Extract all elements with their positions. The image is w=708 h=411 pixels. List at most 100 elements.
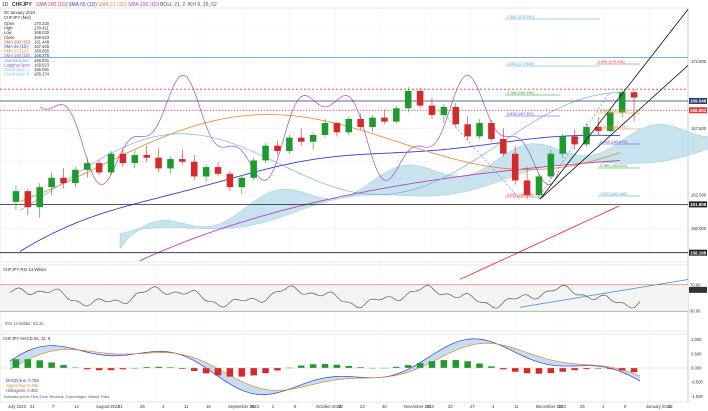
info-date: 08 January 2024 (4, 10, 36, 15)
candle-body[interactable] (190, 161, 198, 177)
indicator-legend-item[interactable]: SMA 100 (1D) (128, 2, 160, 8)
candle-body[interactable] (476, 122, 483, 137)
macd-histogram-bar (583, 368, 590, 370)
candle-body[interactable] (523, 180, 531, 196)
candle-body[interactable] (333, 122, 341, 133)
macd-histogram-bar (321, 364, 329, 368)
info-row-value: 169.823 (34, 35, 50, 40)
info-row-value: 166.275 (34, 53, 50, 58)
indicator-legend-item[interactable]: SMA 55 (1D) (68, 2, 97, 8)
candle-body[interactable] (571, 136, 578, 145)
candle-body[interactable] (607, 112, 614, 131)
indicator-legend-item[interactable]: BOLL 21, 2 (160, 2, 185, 8)
candle-body[interactable] (357, 118, 364, 127)
date-axis-label: 2 (272, 404, 275, 409)
macd-histogram-bar (416, 363, 424, 368)
candle-body[interactable] (119, 153, 127, 164)
candle-body[interactable] (72, 169, 79, 184)
candle-body[interactable] (143, 155, 150, 158)
candle-body[interactable] (155, 157, 162, 169)
candle-body[interactable] (262, 145, 269, 161)
candle-body[interactable] (48, 177, 55, 188)
candle-body[interactable] (286, 137, 293, 152)
candle-body[interactable] (179, 159, 186, 162)
macd-histogram-bar (72, 367, 79, 368)
candle-body[interactable] (83, 163, 91, 170)
candle-body[interactable] (369, 117, 376, 127)
candle-body[interactable] (547, 153, 555, 177)
candle-body[interactable] (452, 106, 460, 125)
macd-legend-signal: Signal line: 0.296 (6, 383, 39, 388)
indicator-legend-item[interactable]: SMA 200 (1D) (36, 2, 68, 8)
candle-body[interactable] (297, 137, 305, 142)
candle-body[interactable] (274, 145, 281, 152)
date-axis-label: 13 (426, 404, 431, 409)
candle-body[interactable] (238, 177, 246, 188)
candle-body[interactable] (309, 135, 317, 142)
candle-body[interactable] (393, 108, 400, 122)
candle-body[interactable] (226, 173, 234, 188)
fib-level-label: 0.618 (165.879) (600, 140, 628, 144)
macd-histogram-bar (214, 368, 222, 376)
candle-body[interactable] (131, 155, 139, 164)
candle-body[interactable] (440, 106, 448, 115)
main-price-panel[interactable] (0, 7, 689, 263)
symbol-label[interactable]: CHFJPY (12, 2, 32, 8)
candle-body[interactable] (345, 118, 353, 133)
candle-body[interactable] (24, 191, 32, 208)
macd-histogram-bar (190, 368, 198, 371)
rsi-axis-tick: 62.32 (690, 287, 701, 292)
candle-body[interactable] (559, 136, 567, 154)
fib-level-label: 1.382 (173.930) (507, 15, 535, 19)
candle-body[interactable] (202, 167, 210, 177)
macd-histogram-bar (119, 368, 127, 370)
candle-body[interactable] (95, 163, 103, 173)
macd-histogram-bar (238, 368, 246, 377)
candle-body[interactable] (630, 92, 638, 98)
macd-histogram-bar (595, 368, 602, 369)
macd-histogram-bar (131, 368, 139, 369)
date-axis-label: 14 (74, 404, 79, 409)
standard-line (19, 92, 621, 211)
macd-histogram-bar (393, 366, 400, 368)
candle-body[interactable] (511, 153, 519, 181)
candle-body[interactable] (214, 167, 222, 174)
fib-level-label: 1.000 (172.808) (507, 62, 535, 66)
candle-body[interactable] (618, 92, 626, 113)
date-axis-label: 20 (448, 404, 453, 409)
trend-channel (444, 9, 689, 200)
channel-line-lower (539, 65, 689, 200)
fib-level-label: 0.618 (167.397) (507, 112, 535, 116)
candle-body[interactable] (500, 139, 507, 154)
candle-body[interactable] (381, 117, 388, 122)
indicator-legend-item[interactable]: SMA 21 (1D) (98, 2, 127, 8)
candle-body[interactable] (416, 90, 424, 106)
fib-level-label: 0.786 (168.796) (507, 91, 535, 95)
period-label[interactable]: 1D (2, 2, 9, 8)
macd-histogram-bar (24, 359, 32, 368)
info-row-label: Open (4, 21, 15, 26)
candle-body[interactable] (464, 124, 471, 137)
macd-histogram-bar (107, 368, 115, 371)
candle-body[interactable] (321, 122, 329, 135)
date-axis-label: 18 (206, 404, 211, 409)
candle-body[interactable] (535, 176, 543, 196)
candle-body[interactable] (167, 159, 174, 169)
candle-body[interactable] (404, 90, 412, 109)
macd-histogram-bar (60, 365, 67, 368)
candle-body[interactable] (36, 187, 43, 208)
date-axis-label: 1 (602, 404, 605, 409)
date-axis-label: 25 (580, 404, 585, 409)
indicator-legend-item[interactable]: IKH 9, 26, 52 (188, 2, 217, 8)
candle-body[interactable] (488, 122, 495, 140)
candle-body[interactable] (428, 105, 436, 115)
fib-level-label: 0.786 (164.023) (600, 164, 628, 168)
macd-histogram-bar (226, 368, 234, 377)
date-axis-label: 30 (382, 404, 387, 409)
candle-body[interactable] (250, 160, 257, 178)
candle-body[interactable] (12, 191, 20, 202)
info-row-value: 170.411 (34, 26, 49, 31)
candle-body[interactable] (107, 153, 115, 173)
candle-body[interactable] (60, 177, 67, 184)
candle-body[interactable] (583, 126, 590, 145)
